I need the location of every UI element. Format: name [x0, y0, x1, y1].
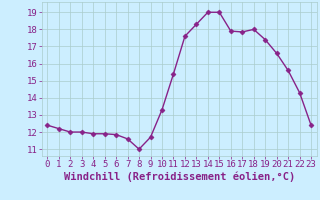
X-axis label: Windchill (Refroidissement éolien,°C): Windchill (Refroidissement éolien,°C): [64, 172, 295, 182]
